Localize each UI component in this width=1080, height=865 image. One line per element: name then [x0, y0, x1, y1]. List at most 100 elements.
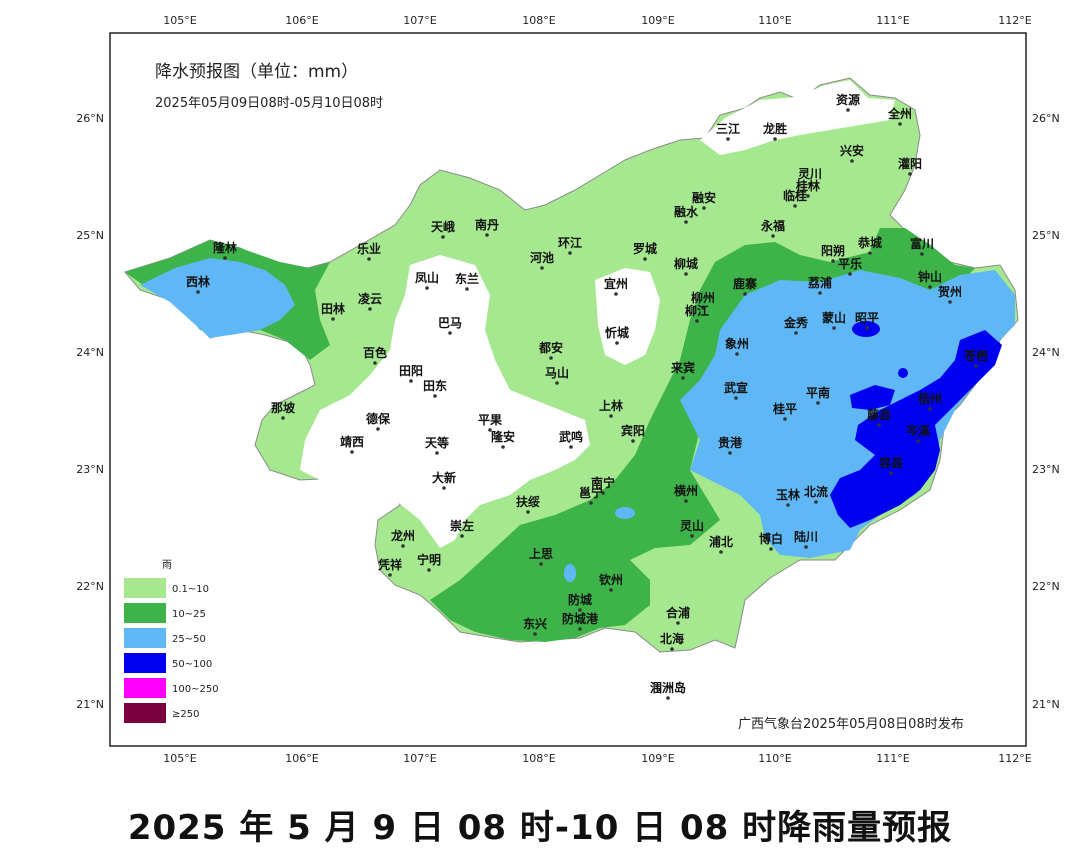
city-marker: [433, 394, 437, 398]
city-label: 田林: [321, 301, 345, 316]
city-label: 资源: [836, 92, 860, 107]
map-title: 降水预报图（单位：mm）: [155, 62, 358, 82]
city-label: 融水: [674, 204, 699, 219]
city-marker: [916, 439, 920, 443]
city-label: 钟山: [918, 269, 942, 284]
city-label: 巴马: [438, 316, 462, 330]
city-marker: [719, 550, 723, 554]
city-marker: [808, 182, 812, 186]
city-marker: [425, 286, 429, 290]
city-label: 陆川: [794, 529, 818, 544]
city-marker: [631, 439, 635, 443]
city-marker: [818, 291, 822, 295]
lon-tick-top: 111°E: [876, 14, 909, 27]
city-marker: [726, 137, 730, 141]
rain-zone-none-hechi: [595, 268, 660, 365]
city-marker: [928, 407, 932, 411]
city-marker: [948, 300, 952, 304]
city-label: 田阳: [399, 363, 423, 378]
city-label: 灵山: [680, 518, 704, 533]
lat-tick-right: 22°N: [1032, 580, 1060, 593]
lon-tick-top: 107°E: [403, 14, 436, 27]
city-label: 东兴: [523, 616, 547, 631]
rain-zone-medium-north: [870, 228, 930, 268]
city-marker: [783, 417, 787, 421]
lon-tick-top: 109°E: [641, 14, 674, 27]
city-marker: [373, 361, 377, 365]
city-marker: [578, 608, 582, 612]
city-label: 都安: [538, 340, 563, 355]
city-label: 河池: [529, 250, 554, 265]
lon-tick-bottom: 107°E: [403, 752, 436, 765]
city-marker: [868, 251, 872, 255]
city-marker: [409, 379, 413, 383]
legend-title: 雨: [162, 560, 172, 571]
city-label: 凭祥: [377, 557, 402, 572]
city-label: 柳江: [685, 303, 709, 318]
legend-swatch: [124, 603, 166, 623]
city-marker: [526, 510, 530, 514]
lat-tick-right: 23°N: [1032, 463, 1060, 476]
city-marker: [601, 491, 605, 495]
lon-tick-bottom: 109°E: [641, 752, 674, 765]
city-marker: [569, 445, 573, 449]
city-label: 田东: [423, 378, 447, 393]
city-marker: [540, 266, 544, 270]
city-label: 武宣: [724, 380, 748, 395]
city-marker: [331, 317, 335, 321]
city-marker: [589, 501, 593, 505]
city-marker: [865, 326, 869, 330]
city-label: 永福: [760, 218, 785, 233]
city-label: 罗城: [633, 241, 657, 256]
city-label: 南丹: [475, 217, 499, 232]
city-marker: [684, 272, 688, 276]
lat-tick-left: 25°N: [76, 229, 104, 242]
city-label: 柳州: [691, 290, 715, 305]
city-marker: [804, 545, 808, 549]
city-label: 阳朔: [821, 243, 845, 258]
city-label: 桂林: [795, 178, 820, 193]
city-label: 西林: [186, 274, 210, 289]
city-label: 宜州: [604, 276, 628, 291]
lon-tick-top: 105°E: [163, 14, 196, 27]
city-marker: [614, 292, 618, 296]
legend-swatch: [124, 703, 166, 723]
city-label: 全州: [887, 106, 912, 121]
city-marker: [695, 319, 699, 323]
city-marker: [701, 306, 705, 310]
city-marker: [702, 206, 706, 210]
legend-swatch: [124, 678, 166, 698]
issuer-text: 广西气象台2025年05月08日08时发布: [738, 716, 964, 732]
rain-zone-none-north: [700, 80, 895, 155]
longitude-ticks: 105°E 105°E 106°E 106°E 107°E 107°E 108°E 108°E…: [163, 14, 1031, 765]
city-label: 富川: [910, 236, 934, 251]
legend-label: 10~25: [172, 609, 206, 620]
city-label: 环江: [558, 235, 582, 250]
city-label: 防城港: [562, 611, 599, 626]
legend-label: 25~50: [172, 634, 206, 645]
city-label: 恭城: [857, 235, 882, 250]
city-marker: [846, 108, 850, 112]
legend-swatch: [124, 578, 166, 598]
city-marker: [793, 204, 797, 208]
lat-tick-left: 23°N: [76, 463, 104, 476]
lat-tick-right: 24°N: [1032, 346, 1060, 359]
city-marker: [806, 194, 810, 198]
city-label: 玉林: [776, 487, 800, 502]
city-label: 忻城: [605, 325, 629, 340]
rain-zone-none-center: [300, 255, 590, 548]
city-marker: [831, 259, 835, 263]
city-label: 凌云: [358, 291, 382, 306]
city-marker: [850, 159, 854, 163]
lon-tick-bottom: 108°E: [522, 752, 555, 765]
city-label: 融安: [692, 190, 716, 205]
city-marker: [832, 326, 836, 330]
city-marker: [920, 252, 924, 256]
city-marker: [465, 287, 469, 291]
city-marker: [681, 376, 685, 380]
lat-tick-right: 25°N: [1032, 229, 1060, 242]
caption: 2025 年 5 月 9 日 08 时-10 日 08 时降雨量预报: [127, 808, 953, 848]
city-marker: [773, 137, 777, 141]
legend-swatch: [124, 653, 166, 673]
